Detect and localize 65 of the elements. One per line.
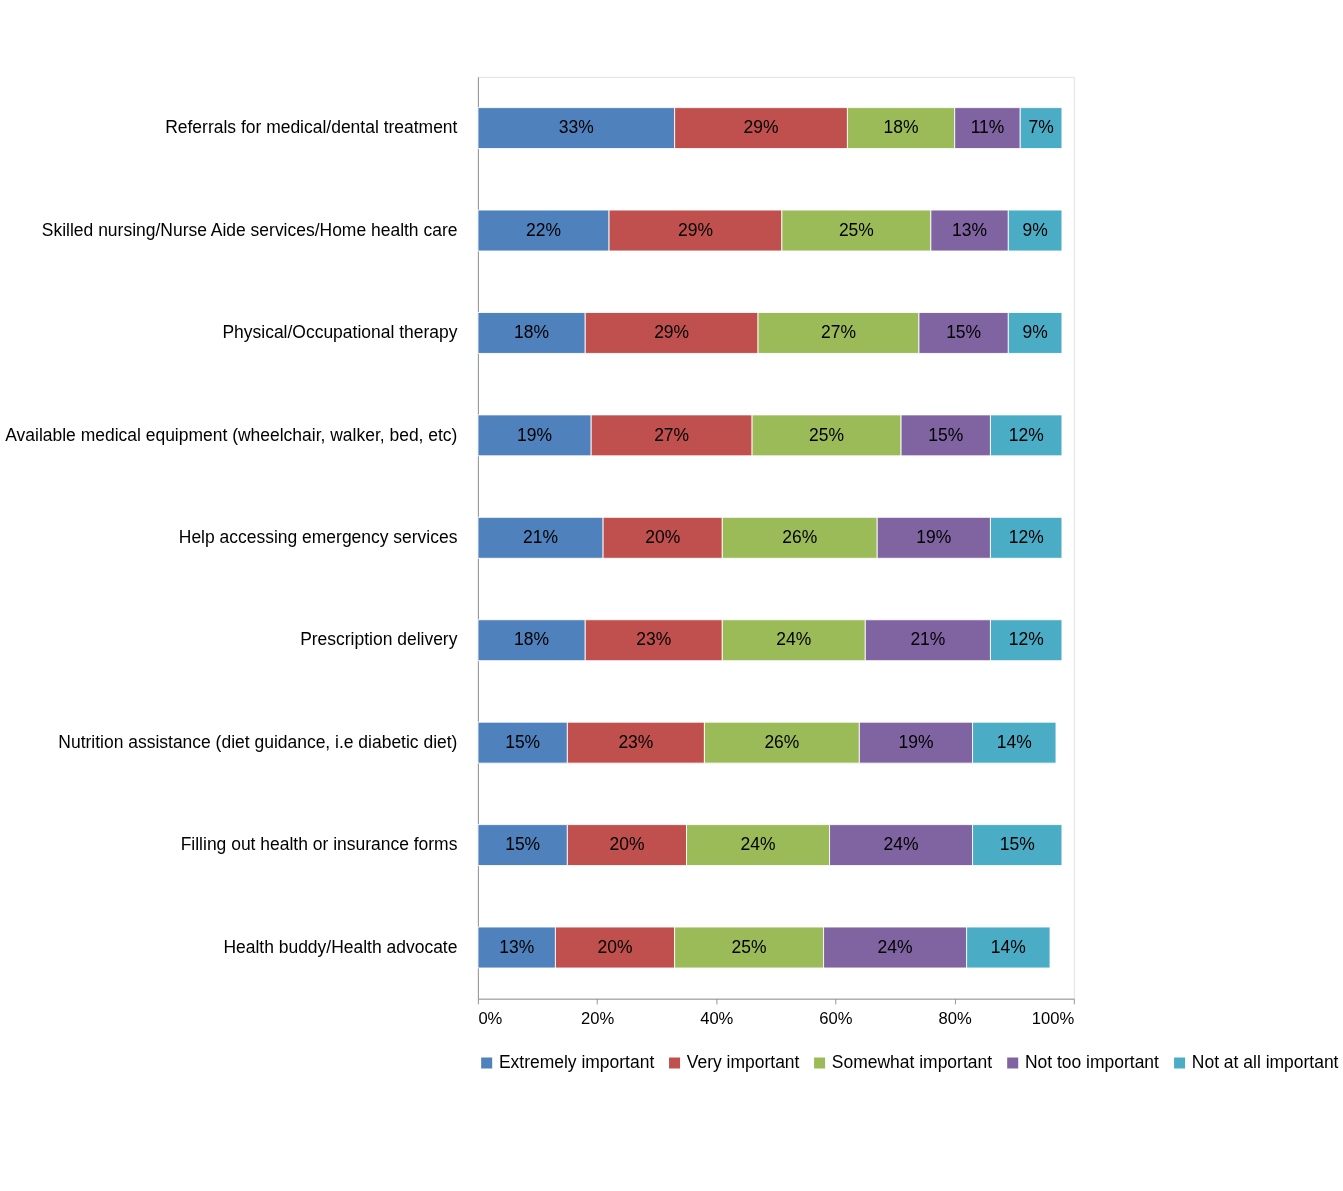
data-label: 22%	[526, 219, 561, 240]
data-label: 24%	[883, 834, 919, 855]
data-label: 14%	[996, 731, 1032, 752]
data-label: 18%	[883, 117, 919, 138]
y-tick-label: Available medical equipment (wheelchair, walker, bed, etc)	[5, 424, 458, 445]
data-label: 15%	[505, 731, 541, 752]
data-label: 12%	[1008, 629, 1044, 650]
y-tick-label: Skilled nursing/Nurse Aide services/Home health care	[41, 219, 458, 240]
y-tick-label: Prescription delivery	[300, 629, 458, 650]
x-tick-label: 0%	[478, 1009, 503, 1029]
data-label: 18%	[514, 322, 550, 343]
data-label: 33%	[558, 117, 594, 138]
data-label: 15%	[928, 424, 964, 445]
x-tick-label: 80%	[938, 1009, 972, 1029]
data-label: 25%	[838, 219, 874, 240]
data-label: 29%	[654, 322, 690, 343]
data-label: 9%	[1022, 219, 1048, 240]
data-label: 14%	[990, 936, 1026, 957]
y-tick-label: Physical/Occupational therapy	[222, 322, 458, 343]
data-label: 13%	[952, 219, 988, 240]
data-label: 26%	[782, 527, 818, 548]
legend-label: Somewhat important	[831, 1052, 993, 1073]
data-label: 15%	[946, 322, 982, 343]
data-label: 26%	[764, 731, 800, 752]
legend-label: Not at all important	[1191, 1052, 1339, 1073]
x-tick-label: 20%	[580, 1009, 615, 1029]
y-tick-label: Health buddy/Health advocate	[223, 936, 458, 957]
data-label: 12%	[1008, 424, 1044, 445]
data-label: 25%	[809, 424, 845, 445]
data-label: 20%	[597, 936, 633, 957]
data-label: 21%	[910, 629, 946, 650]
data-label: 15%	[505, 834, 541, 855]
data-label: 11%	[970, 117, 1005, 138]
data-label: 24%	[740, 834, 776, 855]
data-label: 19%	[916, 527, 952, 548]
data-label: 21%	[523, 527, 559, 548]
data-label: 9%	[1022, 322, 1048, 343]
data-label: 20%	[609, 834, 645, 855]
x-tick-label: 40%	[700, 1009, 734, 1029]
data-label: 7%	[1028, 117, 1054, 138]
data-label: 29%	[677, 219, 713, 240]
x-tick-label: 60%	[819, 1009, 853, 1029]
y-tick-label: Help accessing emergency services	[178, 527, 458, 548]
data-label: 20%	[645, 527, 681, 548]
data-label: 19%	[898, 731, 934, 752]
data-label: 29%	[743, 117, 779, 138]
data-label: 23%	[636, 629, 672, 650]
y-tick-label: Referrals for medical/dental treatment	[165, 117, 458, 138]
legend-label: Extremely important	[498, 1052, 655, 1073]
data-label: 23%	[618, 731, 654, 752]
data-label: 27%	[821, 322, 856, 343]
x-tick-label: 100%	[1031, 1009, 1075, 1029]
data-label: 25%	[731, 936, 767, 957]
legend-label: Not too important	[1024, 1052, 1160, 1073]
data-label: 24%	[776, 629, 812, 650]
data-label: 18%	[514, 629, 550, 650]
data-label: 13%	[499, 936, 535, 957]
y-tick-label: Filling out health or insurance forms	[180, 834, 458, 855]
legend-label: Very important	[686, 1052, 800, 1073]
data-label: 19%	[517, 424, 553, 445]
data-label: 27%	[654, 424, 690, 445]
data-label: 15%	[999, 834, 1035, 855]
data-label: 24%	[877, 936, 913, 957]
y-tick-label: Nutrition assistance (diet guidance, i.e diabetic diet)	[58, 731, 458, 752]
data-label: 12%	[1008, 527, 1044, 548]
